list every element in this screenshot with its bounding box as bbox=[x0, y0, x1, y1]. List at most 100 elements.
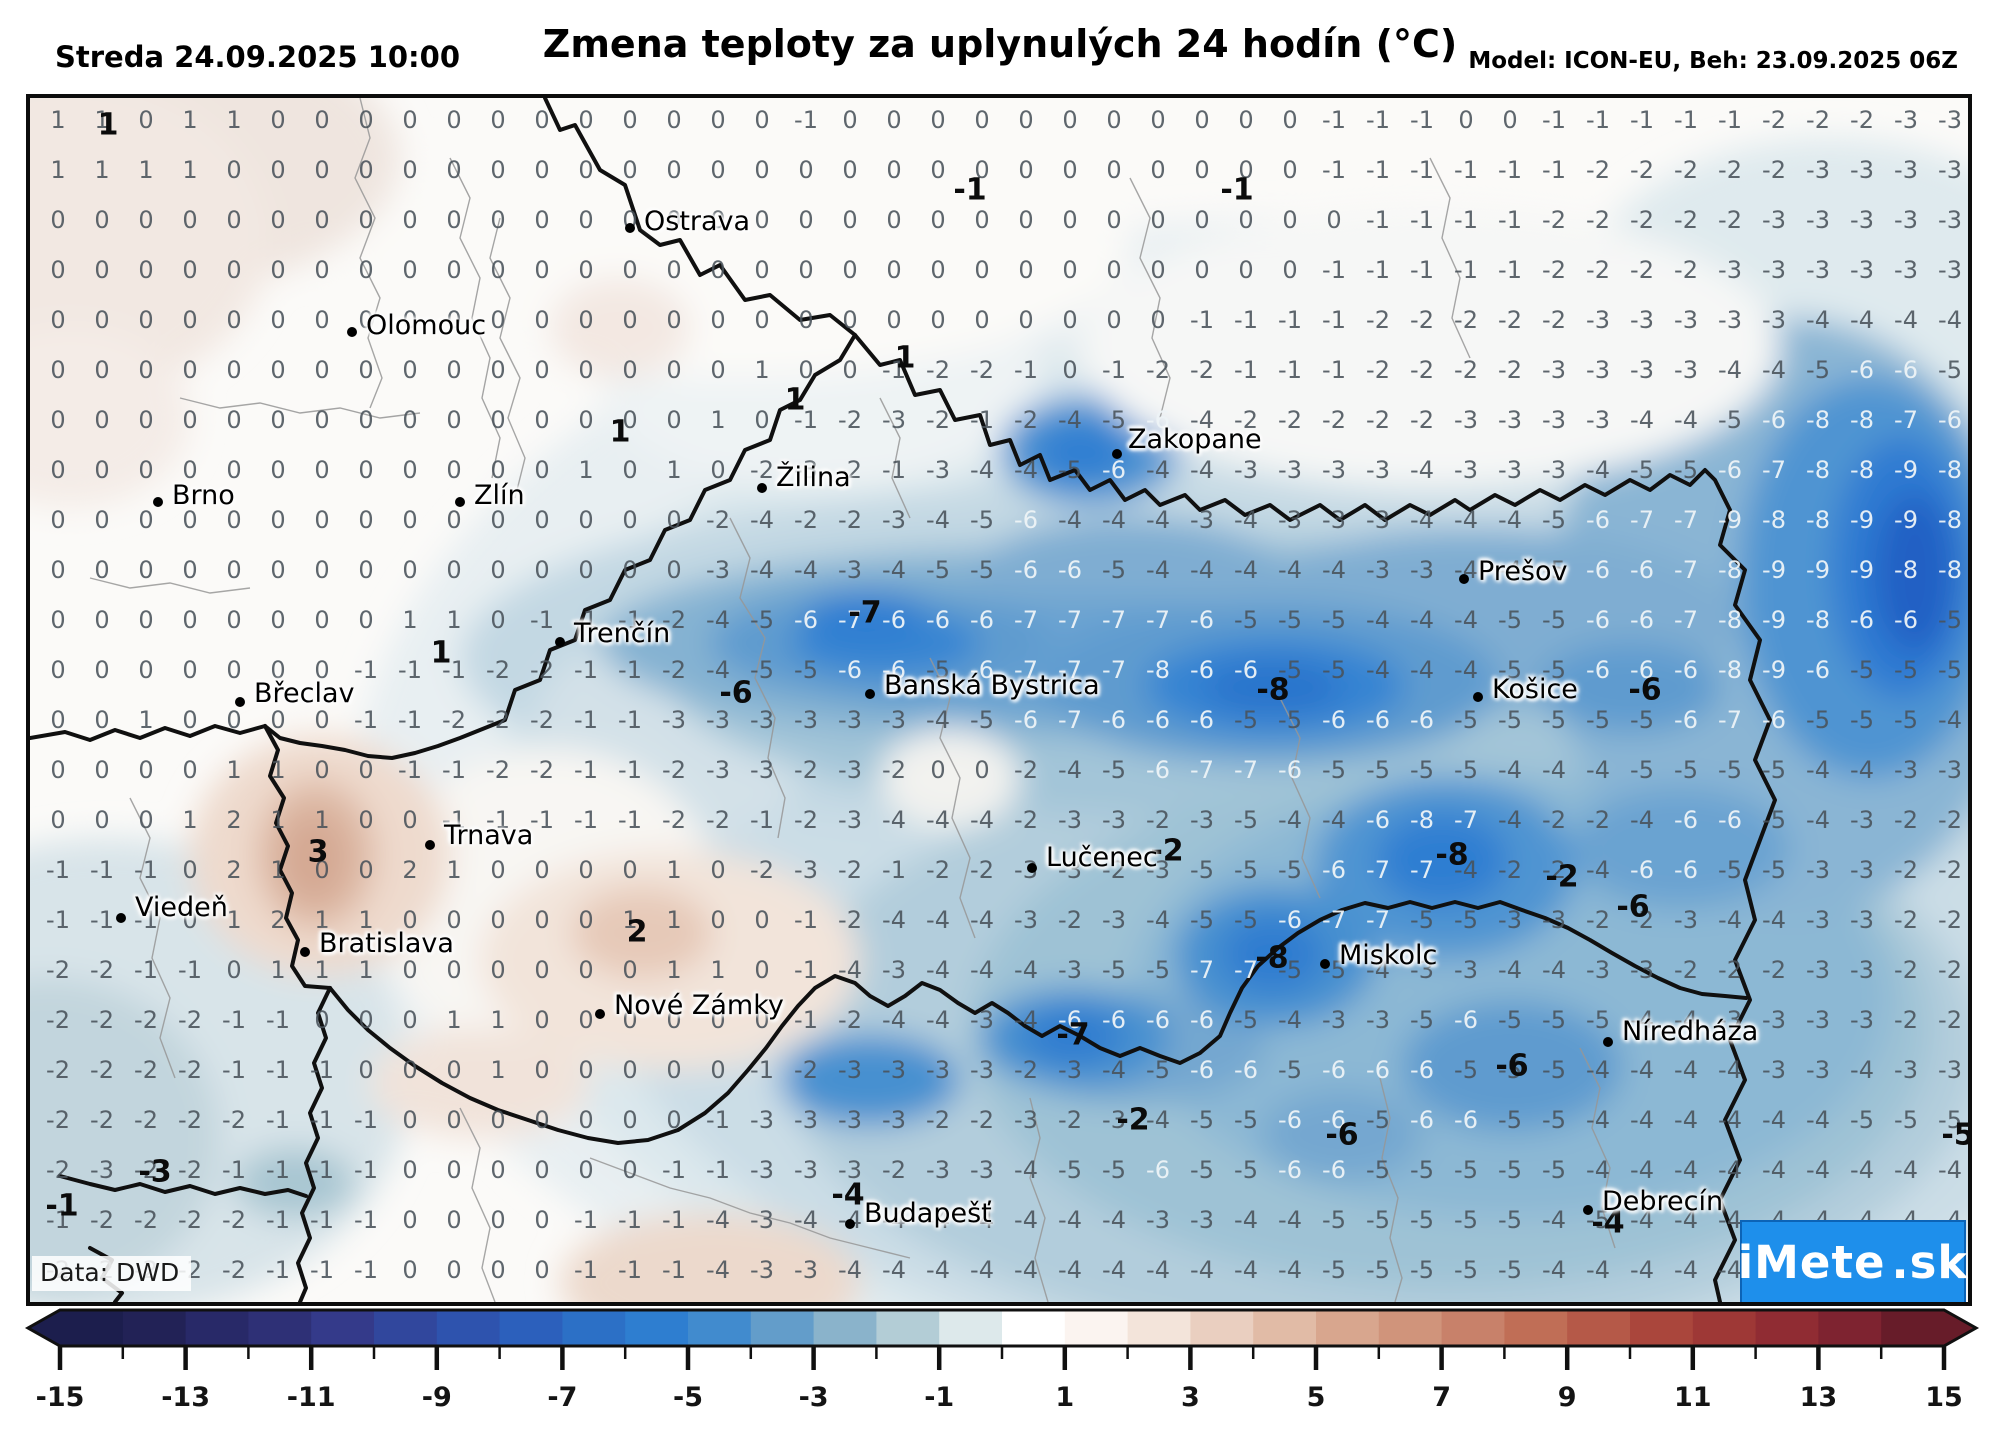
grid-value: 0 bbox=[578, 106, 594, 134]
colorbar-tick-label: 11 bbox=[1674, 1382, 1712, 1413]
grid-value: 0 bbox=[1062, 306, 1078, 334]
grid-value: -5 bbox=[1498, 1106, 1522, 1134]
grid-value: -5 bbox=[1630, 456, 1654, 484]
grid-value: -6 bbox=[1410, 1056, 1434, 1084]
grid-value: -5 bbox=[1454, 1256, 1478, 1284]
grid-value: -2 bbox=[1542, 256, 1566, 284]
grid-value: 0 bbox=[182, 306, 198, 334]
grid-value: 0 bbox=[50, 456, 66, 484]
grid-value: -3 bbox=[1718, 306, 1742, 334]
grid-value: 0 bbox=[358, 456, 374, 484]
grid-value: 0 bbox=[666, 106, 682, 134]
grid-value: 0 bbox=[842, 356, 858, 384]
grid-value: -4 bbox=[1146, 556, 1170, 584]
grid-value: 0 bbox=[578, 556, 594, 584]
grid-value: -7 bbox=[1630, 506, 1654, 534]
colorbar-segment bbox=[1127, 1310, 1192, 1346]
grid-value: 0 bbox=[1018, 306, 1034, 334]
grid-value: -4 bbox=[706, 1206, 730, 1234]
grid-value: 0 bbox=[1106, 306, 1122, 334]
grid-value: -4 bbox=[1366, 956, 1390, 984]
grid-value: -4 bbox=[1234, 556, 1258, 584]
grid-value: 0 bbox=[446, 506, 462, 534]
grid-value: -4 bbox=[1278, 1256, 1302, 1284]
grid-value: -4 bbox=[1366, 606, 1390, 634]
grid-value: -4 bbox=[838, 1256, 862, 1284]
colorbar-segment bbox=[750, 1310, 815, 1346]
grid-value: 0 bbox=[402, 206, 418, 234]
grid-value: -5 bbox=[1542, 706, 1566, 734]
grid-value: -2 bbox=[90, 1106, 114, 1134]
grid-value: -4 bbox=[1190, 1256, 1214, 1284]
colorbar-tick-label: 5 bbox=[1307, 1382, 1326, 1413]
grid-value: -5 bbox=[1542, 1156, 1566, 1184]
grid-value: 0 bbox=[1238, 206, 1254, 234]
grid-value: 1 bbox=[358, 906, 374, 934]
grid-value: 0 bbox=[358, 606, 374, 634]
grid-value: -6 bbox=[882, 606, 906, 634]
grid-value: -2 bbox=[970, 356, 994, 384]
grid-value: -2 bbox=[838, 456, 862, 484]
grid-value: -3 bbox=[1278, 456, 1302, 484]
grid-value: -5 bbox=[1762, 756, 1786, 784]
grid-value: -1 bbox=[662, 1206, 686, 1234]
grid-value: -1 bbox=[310, 1106, 334, 1134]
grid-value: -4 bbox=[1102, 506, 1126, 534]
grid-value: -2 bbox=[134, 1056, 158, 1084]
grid-value: -2 bbox=[1234, 406, 1258, 434]
grid-value: 0 bbox=[578, 506, 594, 534]
grid-value: -4 bbox=[970, 906, 994, 934]
grid-value: -4 bbox=[1014, 1206, 1038, 1234]
grid-value: -2 bbox=[530, 706, 554, 734]
grid-value: -4 bbox=[1498, 756, 1522, 784]
colorbar-svg: -15 -13 -11 -9 -7 -5 -3 -1 1 3 5 7 9 11 13 15 bbox=[24, 1308, 1980, 1413]
city-dot bbox=[153, 497, 163, 507]
grid-value: -3 bbox=[838, 1156, 862, 1184]
grid-value: -6 bbox=[1322, 706, 1346, 734]
grid-value: 0 bbox=[1238, 156, 1254, 184]
grid-value: -4 bbox=[1014, 1006, 1038, 1034]
grid-value: -1 bbox=[750, 1056, 774, 1084]
grid-value: -3 bbox=[838, 1056, 862, 1084]
grid-value: 0 bbox=[446, 556, 462, 584]
grid-value: -3 bbox=[1586, 406, 1610, 434]
grid-value: -5 bbox=[794, 656, 818, 684]
grid-value: 0 bbox=[402, 1106, 418, 1134]
grid-value: -2 bbox=[1894, 856, 1918, 884]
city-dot bbox=[1112, 449, 1122, 459]
colorbar-tick-label: -9 bbox=[422, 1382, 452, 1413]
grid-value: -2 bbox=[662, 756, 686, 784]
grid-value: 0 bbox=[138, 106, 154, 134]
grid-value: -1 bbox=[266, 1156, 290, 1184]
grid-value: 0 bbox=[50, 806, 66, 834]
grid-value: 0 bbox=[1502, 106, 1518, 134]
grid-value: -6 bbox=[1190, 606, 1214, 634]
grid-value: -4 bbox=[1146, 456, 1170, 484]
grid-value: 1 bbox=[138, 706, 154, 734]
grid-value: -1 bbox=[1014, 356, 1038, 384]
grid-value: -1 bbox=[1586, 106, 1610, 134]
grid-value: -3 bbox=[706, 756, 730, 784]
grid-value: 0 bbox=[50, 506, 66, 534]
colorbar-segment bbox=[1567, 1310, 1631, 1346]
extremum-value-label: -4 bbox=[1591, 1205, 1625, 1241]
grid-value: -2 bbox=[1894, 906, 1918, 934]
colorbar-segment bbox=[876, 1310, 940, 1346]
grid-value: -3 bbox=[1058, 1056, 1082, 1084]
grid-value: -3 bbox=[1542, 456, 1566, 484]
grid-value: -3 bbox=[1410, 556, 1434, 584]
grid-value: -4 bbox=[1498, 556, 1522, 584]
grid-value: 0 bbox=[138, 406, 154, 434]
grid-value: -4 bbox=[1058, 1256, 1082, 1284]
grid-value: 0 bbox=[226, 656, 242, 684]
grid-value: 0 bbox=[446, 1206, 462, 1234]
grid-value: -5 bbox=[1322, 656, 1346, 684]
grid-value: 0 bbox=[622, 1106, 638, 1134]
grid-value: -4 bbox=[1454, 506, 1478, 534]
grid-value: 0 bbox=[754, 306, 770, 334]
grid-value: -5 bbox=[1322, 1206, 1346, 1234]
grid-value: -2 bbox=[178, 1106, 202, 1134]
grid-value: 0 bbox=[50, 256, 66, 284]
extremum-value-label: 1 bbox=[894, 340, 916, 376]
grid-value: 0 bbox=[358, 156, 374, 184]
